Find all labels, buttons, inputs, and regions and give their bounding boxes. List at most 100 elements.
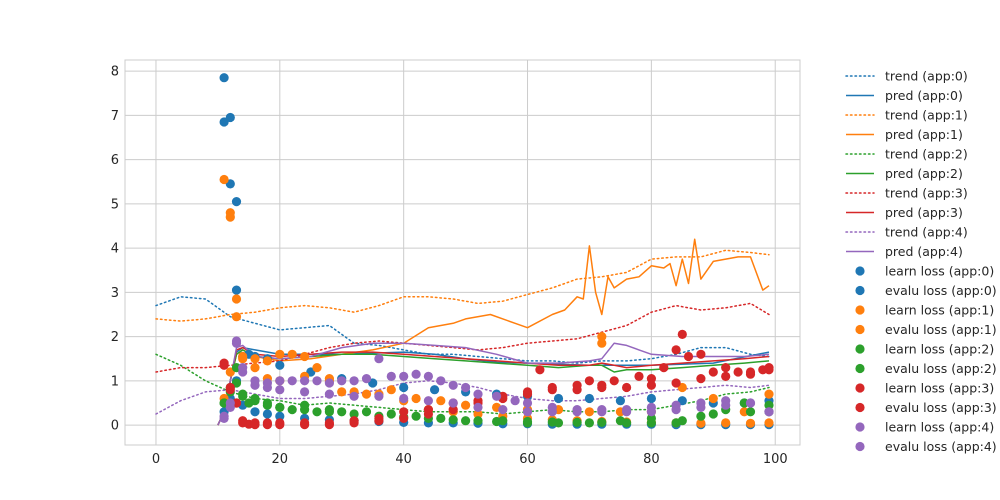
scatter-point <box>671 378 681 388</box>
scatter-point <box>386 371 396 381</box>
legend-label: learn loss (app:3) <box>885 381 994 396</box>
scatter-point <box>622 382 632 393</box>
scatter-point <box>572 405 582 415</box>
legend-entry-8: trend (app:4) <box>845 225 968 240</box>
legend-entry-19: evalu loss (app:4) <box>855 439 997 454</box>
scatter-point <box>430 385 440 395</box>
scatter-point <box>361 389 372 399</box>
scatter-point <box>250 376 260 386</box>
legend-entry-6: trend (app:3) <box>845 186 968 201</box>
legend-entry-18: learn loss (app:4) <box>855 420 994 435</box>
y-tick-label-2: 2 <box>111 330 119 345</box>
scatter-point <box>238 351 248 362</box>
scatter-point <box>522 418 533 428</box>
scatter-point <box>349 391 359 401</box>
legend-entry-11: evalu loss (app:0) <box>855 283 997 298</box>
legend-entry-17: evalu loss (app:3) <box>855 400 997 415</box>
scatter-point <box>250 354 260 364</box>
scatter-point <box>498 405 508 415</box>
scatter-point <box>572 417 582 427</box>
scatter-point <box>522 398 533 408</box>
scatter-point <box>721 400 731 410</box>
legend-marker <box>855 422 865 432</box>
legend-label: learn loss (app:1) <box>885 303 994 318</box>
scatter-point <box>250 363 260 373</box>
scatter-point <box>399 413 409 423</box>
scatter-point <box>238 363 248 373</box>
scatter-point <box>745 407 756 417</box>
y-tick-label-7: 7 <box>111 109 119 124</box>
legend: trend (app:0) pred (app:0) trend (app:1) pr… <box>845 69 997 454</box>
scatter-point <box>461 400 471 410</box>
scatter-point <box>219 174 229 185</box>
scatter-point <box>238 391 248 401</box>
scatter-point <box>634 371 644 381</box>
scatter-point <box>584 393 595 404</box>
scatter-point <box>231 294 242 304</box>
scatter-point <box>597 405 607 415</box>
scatter-point <box>510 396 520 406</box>
scatter-point <box>219 358 229 368</box>
tick-labels: 0 20 40 60 80 100 0 1 2 3 4 5 6 7 8 <box>111 65 788 467</box>
scatter-point <box>436 376 446 386</box>
plot-frame <box>124 59 801 446</box>
scatter-point <box>231 197 242 207</box>
scatter-point <box>492 416 502 427</box>
scatter-point <box>238 416 248 426</box>
scatter-point <box>361 374 372 384</box>
scatter-point <box>764 389 774 399</box>
legend-label: learn loss (app:0) <box>885 264 994 279</box>
scatter-point <box>671 405 681 415</box>
scatter-point <box>547 382 557 393</box>
scatter-point <box>696 418 706 428</box>
scatter-point <box>708 409 718 419</box>
scatter-point <box>572 380 582 390</box>
scatter-point <box>262 378 272 388</box>
scatter-point <box>275 360 285 370</box>
legend-entry-9: pred (app:4) <box>846 244 963 259</box>
scatter-point <box>696 374 706 384</box>
scatter-point <box>609 376 619 386</box>
scatter-point <box>287 405 297 415</box>
scatter-point <box>411 411 421 421</box>
scatter-point <box>219 73 229 83</box>
scatter-point <box>262 418 272 428</box>
legend-label: evalu loss (app:0) <box>885 283 997 298</box>
scatter-point <box>597 338 607 348</box>
scatter-point <box>411 369 421 379</box>
scatter-point <box>275 402 285 412</box>
legend-label: pred (app:4) <box>885 244 963 259</box>
legend-label: learn loss (app:4) <box>885 420 994 435</box>
scatter-point <box>324 389 334 399</box>
scatter-point <box>721 371 731 381</box>
legend-marker <box>855 305 865 315</box>
x-tick-label-5: 100 <box>763 452 788 467</box>
scatter-point <box>622 407 632 417</box>
scatter-point <box>312 376 322 386</box>
x-tick-label-3: 60 <box>519 452 536 467</box>
scatter-point <box>473 402 483 412</box>
scatter-point <box>300 387 310 397</box>
legend-marker <box>855 402 865 413</box>
series-line-9 <box>217 342 770 426</box>
scatter-point <box>312 363 322 373</box>
legend-label: evalu loss (app:3) <box>885 400 997 415</box>
scatter-point <box>597 417 607 427</box>
scatter-point <box>522 407 533 417</box>
legend-marker <box>855 324 865 335</box>
scatter-point <box>324 418 334 428</box>
legend-label: pred (app:2) <box>885 166 963 181</box>
scatter-point <box>300 351 310 362</box>
series-line-6 <box>155 302 770 373</box>
legend-label: pred (app:3) <box>885 205 963 220</box>
series-line-5 <box>217 349 770 426</box>
scatter-point <box>312 407 322 417</box>
scatter-point <box>764 418 774 428</box>
y-tick-label-0: 0 <box>111 419 119 434</box>
y-tick-label-6: 6 <box>111 153 119 168</box>
scatter-point <box>646 393 657 404</box>
legend-label: trend (app:4) <box>885 225 968 240</box>
scatter-point <box>225 212 235 222</box>
scatter-point <box>337 376 347 386</box>
scatter-point <box>547 402 557 412</box>
